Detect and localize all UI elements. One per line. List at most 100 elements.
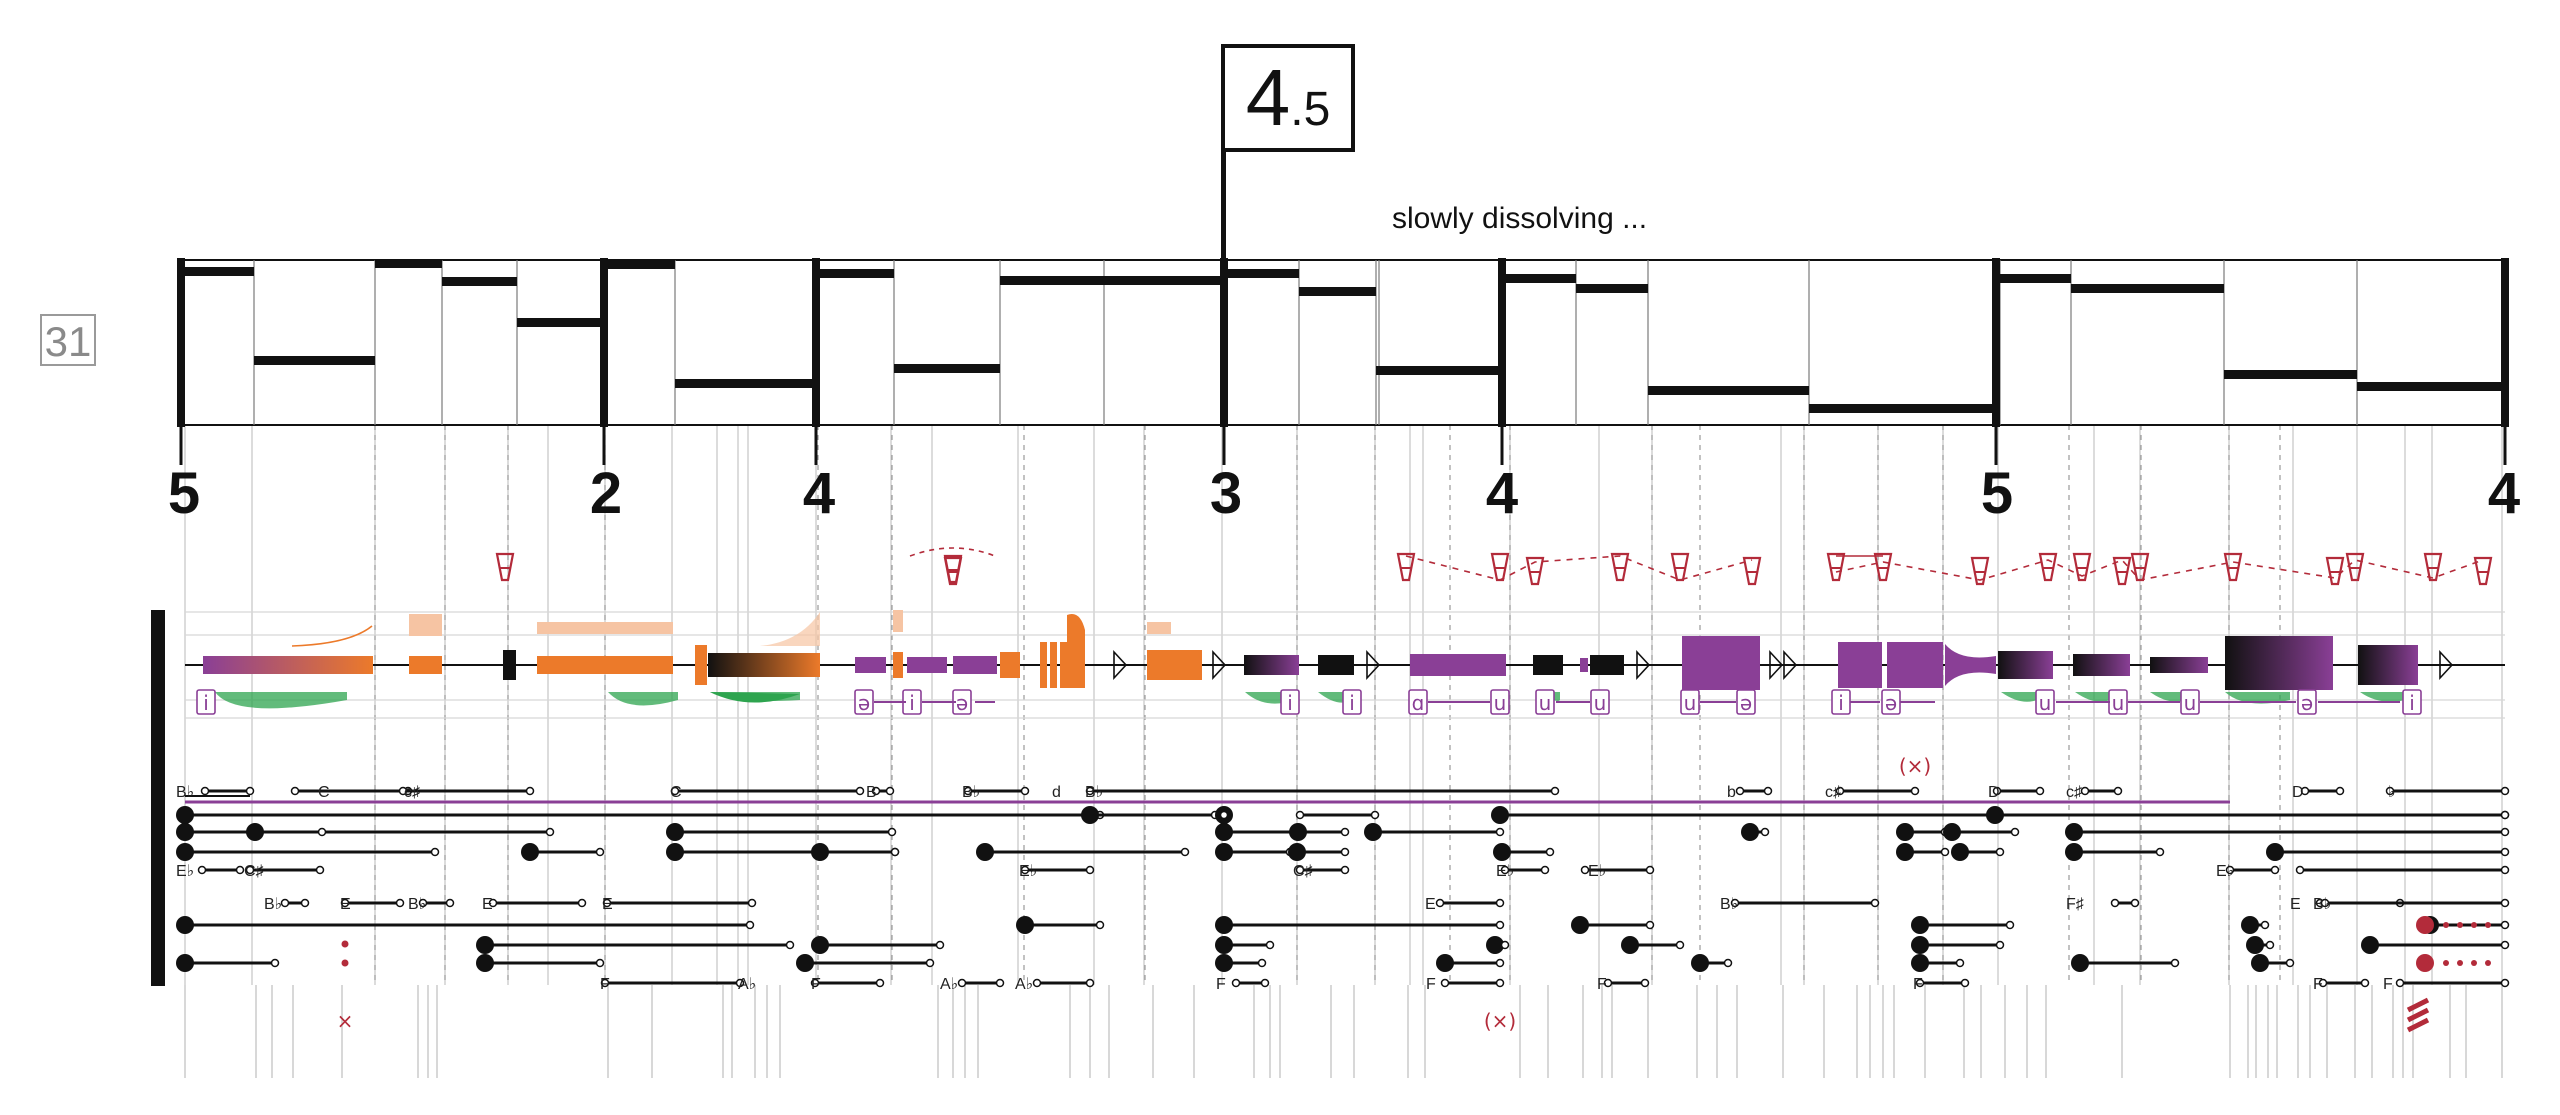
note-end	[1550, 786, 1560, 796]
voice-block	[1838, 642, 1882, 688]
note-name: E♭	[2216, 863, 2234, 880]
note-end	[1500, 940, 1510, 950]
note-end	[855, 786, 865, 796]
note-head	[1571, 916, 1589, 934]
note-name: c♯	[1825, 784, 1841, 801]
syllable: ə	[1885, 691, 1897, 715]
breath-link	[909, 547, 996, 557]
note-head	[176, 806, 194, 824]
downbeat-marker	[812, 258, 820, 427]
voice-gradient-block	[2150, 657, 2208, 673]
note-name: F	[600, 976, 610, 993]
note-name: E	[602, 896, 613, 913]
voice-block	[1887, 642, 1943, 688]
note-head	[1911, 954, 1929, 972]
note-head	[176, 954, 194, 972]
note-start	[2320, 898, 2330, 908]
voice-block	[893, 652, 903, 678]
tremolo-slash	[2406, 1007, 2430, 1023]
voice-gradient-block	[1998, 651, 2053, 679]
breath-mark	[2072, 552, 2092, 582]
note-head	[2071, 954, 2089, 972]
grid-lines	[151, 425, 2505, 1078]
note-head	[1896, 843, 1914, 861]
breath-mark	[1970, 556, 1990, 586]
syllable: i	[1838, 691, 1844, 715]
syllable-box	[1408, 689, 1428, 715]
note-name: F	[811, 976, 821, 993]
note-start	[1440, 978, 1450, 988]
note-end	[1085, 978, 1095, 988]
note-start	[197, 865, 207, 875]
note-end	[525, 786, 535, 796]
tempo-number: 4	[803, 461, 835, 526]
voice-block	[1147, 650, 1202, 680]
voice-block	[907, 657, 947, 673]
note-end	[270, 958, 280, 968]
note-name: F♯	[2066, 896, 2084, 913]
green-swell	[2150, 692, 2186, 702]
syllable: ɑ	[1412, 691, 1425, 715]
sustain-lines	[176, 786, 2510, 988]
note-end	[317, 827, 327, 837]
syllable: ə	[956, 691, 968, 715]
green-swell	[710, 692, 800, 703]
red-dot	[2485, 960, 2491, 966]
syllable-box	[2180, 689, 2200, 715]
note-name: D	[1988, 784, 2000, 801]
note-end	[995, 978, 1005, 988]
note-start	[1603, 978, 1613, 988]
note-head	[1081, 806, 1099, 824]
note-head	[2361, 936, 2379, 954]
voice-block	[537, 656, 673, 674]
beat-level-bar	[816, 269, 894, 278]
note-start	[245, 865, 255, 875]
note-end	[745, 920, 755, 930]
note-name: E	[2290, 896, 2301, 913]
note-end	[1545, 847, 1555, 857]
breath-mark	[1670, 552, 1690, 582]
note-name: A♭	[940, 976, 958, 993]
tempo-number: 2	[590, 461, 622, 526]
note-end	[2260, 920, 2270, 930]
note-head	[2266, 843, 2284, 861]
green-swell	[215, 692, 347, 709]
green-swell	[2360, 692, 2405, 702]
note-end	[2500, 898, 2510, 908]
note-start	[957, 978, 967, 988]
beat-level-bar	[604, 260, 675, 269]
syllable-box	[196, 689, 216, 715]
note-name: B♭	[1720, 896, 1738, 913]
note-end	[1495, 958, 1505, 968]
breath-link	[1835, 559, 2484, 581]
syllable: i	[1287, 691, 1293, 715]
note-head	[811, 843, 829, 861]
note-end	[315, 865, 325, 875]
breath-mark	[2473, 556, 2493, 586]
green-swell	[608, 692, 678, 706]
downbeat-marker	[1498, 258, 1506, 427]
beat-level-bar	[2357, 382, 2505, 391]
note-name: B♭	[2313, 896, 2331, 913]
note-end	[735, 978, 745, 988]
voice-arrow	[1783, 649, 1798, 681]
downbeat-marker	[600, 258, 608, 427]
note-end	[2335, 786, 2345, 796]
syllable-box	[854, 689, 874, 715]
note-start	[200, 786, 210, 796]
tempo-number: 5	[168, 461, 200, 526]
beat-level-bar	[1000, 276, 1104, 285]
note-name: E	[1425, 896, 1436, 913]
voice-swell	[291, 625, 373, 647]
beat-level-bar	[254, 356, 375, 365]
voice-arrow	[1769, 649, 1784, 681]
note-end	[1645, 920, 1655, 930]
note-name: F	[2313, 976, 2323, 993]
beat-level-bar	[1104, 276, 1224, 285]
breath-mark	[2423, 552, 2443, 582]
note-start	[2295, 865, 2305, 875]
green-swell	[2225, 692, 2290, 704]
voice-taper	[1945, 644, 1996, 686]
note-end	[747, 898, 757, 908]
note-name: D	[2292, 784, 2304, 801]
